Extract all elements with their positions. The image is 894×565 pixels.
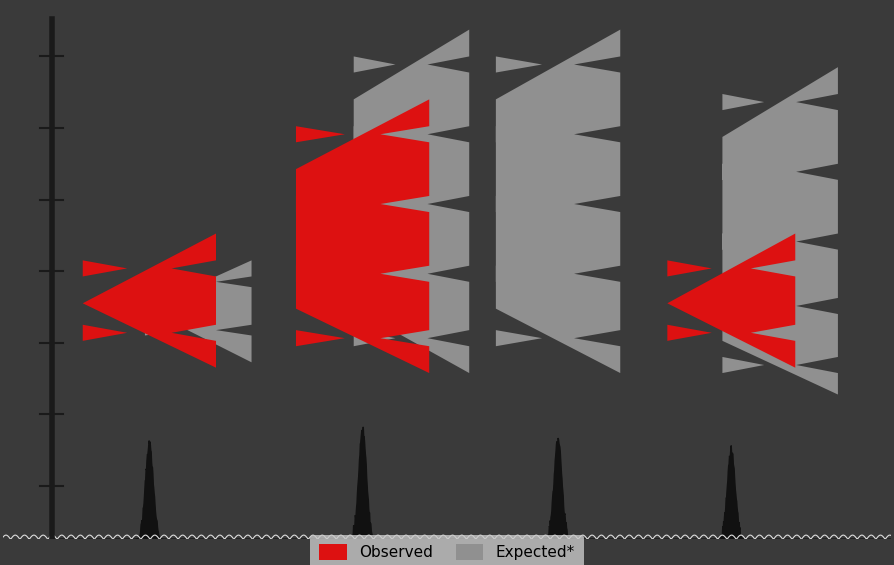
- Polygon shape: [722, 67, 838, 394]
- Polygon shape: [83, 233, 216, 368]
- Legend: Observed, Expected*: Observed, Expected*: [310, 535, 584, 565]
- Polygon shape: [667, 233, 796, 368]
- Polygon shape: [496, 29, 620, 373]
- Polygon shape: [296, 99, 429, 373]
- Polygon shape: [52, 427, 891, 540]
- Polygon shape: [354, 29, 469, 373]
- Polygon shape: [145, 260, 251, 362]
